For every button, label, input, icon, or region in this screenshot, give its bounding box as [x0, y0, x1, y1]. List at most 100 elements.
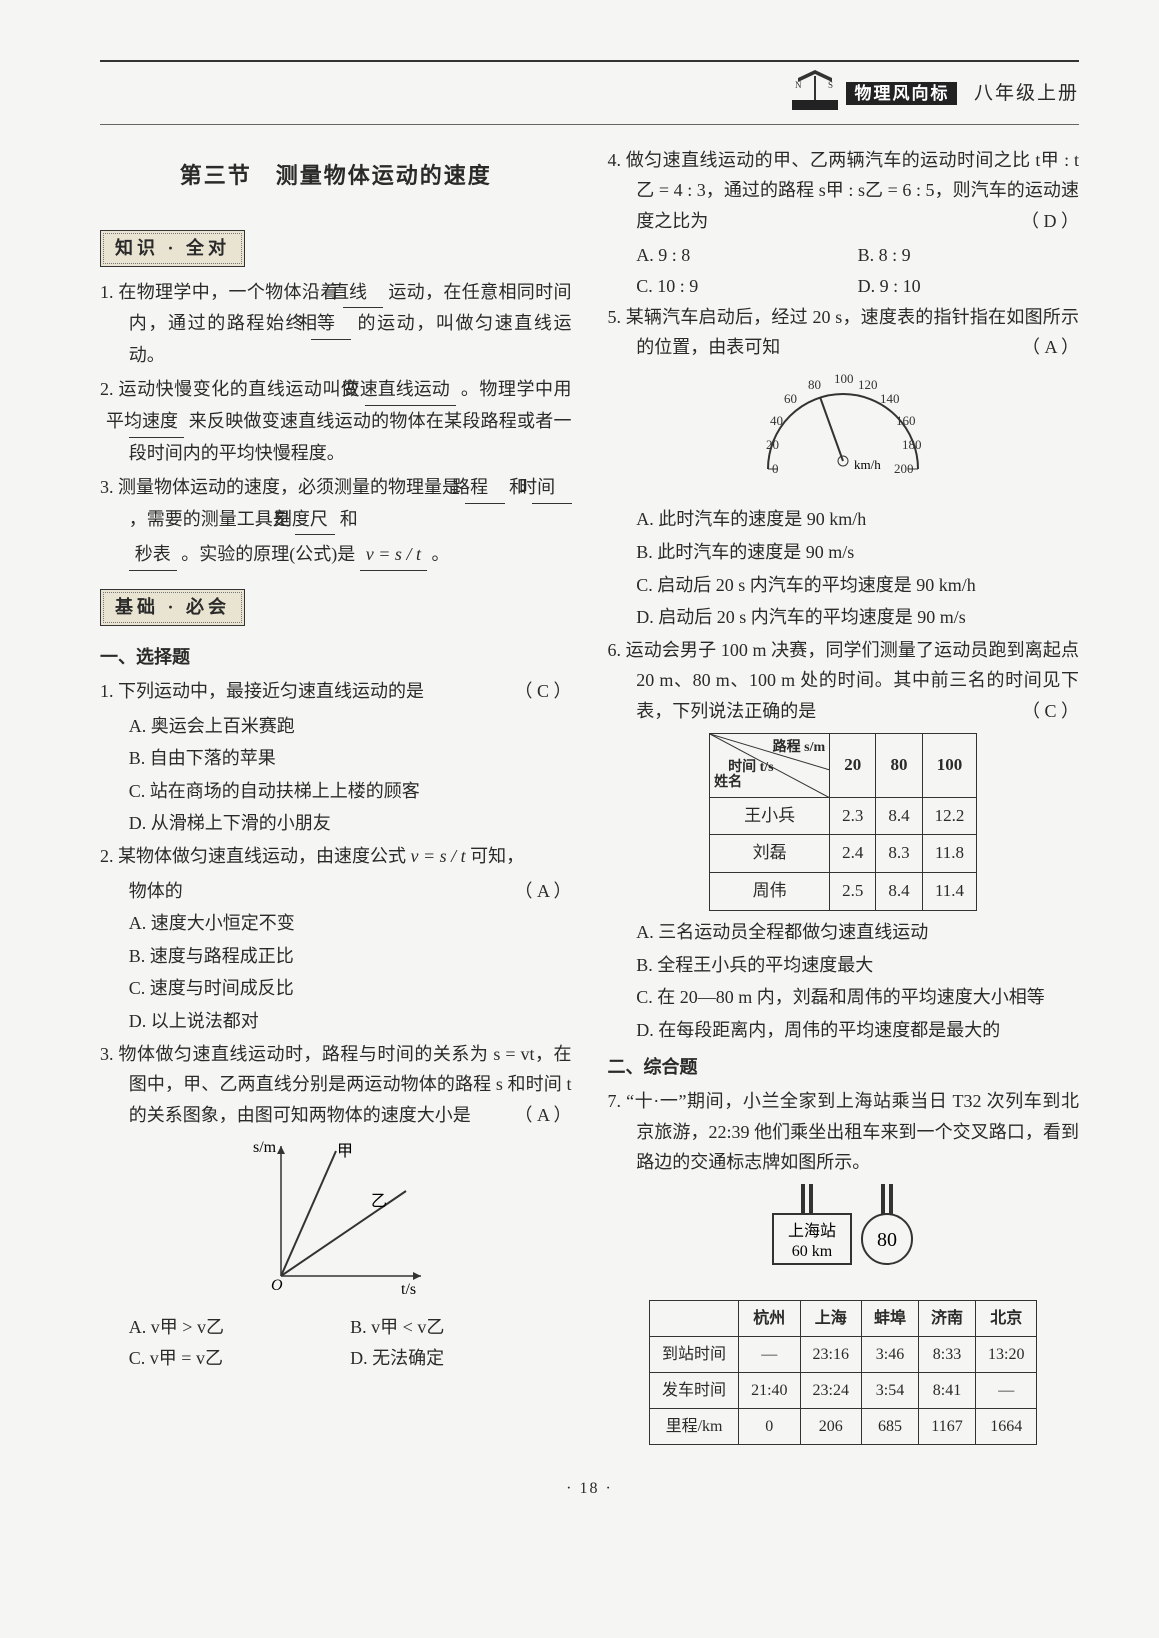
q5-opt: B. 此时汽车的速度是 90 m/s — [608, 537, 1080, 568]
mc-heading: 一、选择题 — [100, 642, 572, 673]
text: 5. 某辆汽车启动后，经过 20 s，速度表的指针指在如图所示的位置，由表可知 — [608, 307, 1080, 358]
cell: 23:24 — [800, 1372, 861, 1408]
blank: 时间 — [532, 472, 572, 504]
text: ，需要的测量工具是 — [129, 509, 291, 529]
text: 6. 运动会男子 100 m 决赛，同学们测量了运动员跑到离起点 20 m、80… — [608, 640, 1080, 721]
cell: 1167 — [918, 1409, 975, 1445]
text: 7. “十·一”期间，小兰全家到上海站乘当日 T32 次列车到北京旅游，22:3… — [608, 1091, 1080, 1172]
q4-opt: C. 10 : 9 — [636, 271, 857, 302]
col-h: 济南 — [918, 1300, 975, 1336]
formula: v = s / t — [411, 846, 466, 866]
cell: 周伟 — [710, 873, 830, 911]
cell: 8:33 — [918, 1336, 975, 1372]
q1-opt: C. 站在商场的自动扶梯上上楼的顾客 — [100, 776, 572, 807]
svg-text:40: 40 — [770, 413, 783, 428]
cell: 21:40 — [739, 1372, 800, 1408]
answer: （ C ） — [543, 676, 571, 707]
answer: （ A ） — [1051, 332, 1079, 363]
svg-text:乙: 乙 — [371, 1193, 387, 1210]
q4-opt-row: C. 10 : 9 D. 9 : 10 — [608, 271, 1080, 302]
q5-stem: 5. 某辆汽车启动后，经过 20 s，速度表的指针指在如图所示的位置，由表可知 … — [608, 302, 1080, 363]
svg-text:80: 80 — [877, 1229, 897, 1251]
text: 2. 某物体做匀速直线运动，由速度公式 — [100, 846, 406, 866]
col-h: 杭州 — [739, 1300, 800, 1336]
speedometer-icon: 0 20 40 60 80 100 120 140 160 180 200 km… — [608, 369, 1080, 499]
blank: 相等 — [311, 308, 351, 340]
q3-opt: C. v甲 = v乙 — [129, 1343, 350, 1374]
cell: 刘磊 — [710, 835, 830, 873]
text: 。实验的原理(公式)是 — [181, 544, 355, 564]
blank: 平均速度 — [129, 406, 184, 438]
q2-opt: D. 以上说法都对 — [100, 1006, 572, 1037]
table-row: 杭州 上海 蚌埠 济南 北京 — [650, 1300, 1037, 1336]
k-item-2: 2. 运动快慢变化的直线运动叫做 变速直线运动 。物理学中用 平均速度 来反映做… — [100, 374, 572, 468]
svg-text:160: 160 — [896, 413, 916, 428]
q3-opt-row: A. v甲 > v乙 B. v甲 < v乙 — [100, 1312, 572, 1343]
q3-graph: s/m t/s O 甲 乙 — [100, 1136, 572, 1306]
table-row: 到站时间 — 23:16 3:46 8:33 13:20 — [650, 1336, 1037, 1372]
q2-stem2: 物体的 （ A ） — [100, 876, 572, 907]
svg-text:t/s: t/s — [401, 1281, 416, 1296]
text: 3. 物体做匀速直线运动时，路程与时间的关系为 s = vt，在图中，甲、乙两直… — [100, 1044, 572, 1125]
answer: （ C ） — [1051, 696, 1079, 727]
answer: （ A ） — [514, 876, 571, 907]
q6-opt: B. 全程王小兵的平均速度最大 — [608, 950, 1080, 981]
svg-text:200: 200 — [894, 461, 914, 476]
blank: 秒表 — [129, 539, 177, 571]
blank: 变速直线运动 — [365, 374, 456, 406]
q2-stem: 2. 某物体做匀速直线运动，由速度公式 v = s / t 可知， — [100, 841, 572, 872]
right-column: 4. 做匀速直线运动的甲、乙两辆汽车的运动时间之比 t甲 : t乙 = 4 : … — [608, 145, 1080, 1452]
svg-text:上海站: 上海站 — [788, 1222, 836, 1240]
cell: 发车时间 — [650, 1372, 739, 1408]
q7-stem: 7. “十·一”期间，小兰全家到上海站乘当日 T32 次列车到北京旅游，22:3… — [608, 1086, 1080, 1178]
svg-text:140: 140 — [880, 391, 900, 406]
svg-text:180: 180 — [902, 437, 922, 452]
compass-icon: N S — [792, 70, 838, 120]
cell: 3:46 — [861, 1336, 918, 1372]
cell: 里程/km — [650, 1409, 739, 1445]
text: 1. 在物理学中，一个物体沿着 — [100, 282, 339, 302]
cell: 3:54 — [861, 1372, 918, 1408]
page-header: N S 物理风向标 八年级上册 — [100, 60, 1079, 125]
cell: 8:41 — [918, 1372, 975, 1408]
blank: 刻度尺 — [295, 504, 335, 536]
section-title: 第三节 测量物体运动的速度 — [100, 157, 572, 194]
text: 1. 下列运动中，最接近匀速直线运动的是 — [100, 681, 424, 701]
col-h: 20 — [830, 733, 876, 797]
cell: 13:20 — [976, 1336, 1037, 1372]
corner: 路程 s/m — [773, 736, 826, 760]
q6-stem: 6. 运动会男子 100 m 决赛，同学们测量了运动员跑到离起点 20 m、80… — [608, 635, 1080, 727]
svg-text:80: 80 — [808, 377, 821, 392]
answer: （ A ） — [543, 1100, 571, 1131]
text: 。 — [431, 544, 449, 564]
cell: 2.5 — [830, 873, 876, 911]
k-item-3b: 秒表 。实验的原理(公式)是 v = s / t 。 — [100, 539, 572, 571]
text: 物体的 — [129, 881, 183, 901]
svg-text:s/m: s/m — [253, 1139, 277, 1156]
knowledge-tag: 知识 · 全对 — [100, 230, 245, 267]
svg-text:O: O — [271, 1277, 283, 1294]
basic-tag: 基础 · 必会 — [100, 589, 245, 626]
cell: 王小兵 — [710, 797, 830, 835]
q2-opt: C. 速度与时间成反比 — [100, 973, 572, 1004]
road-sign-icon: 上海站 60 km 80 — [608, 1184, 1080, 1294]
q2-opt: B. 速度与路程成正比 — [100, 941, 572, 972]
col-h: 蚌埠 — [861, 1300, 918, 1336]
svg-text:甲: 甲 — [337, 1143, 353, 1160]
page-number: · 18 · — [100, 1475, 1079, 1502]
cell: — — [739, 1336, 800, 1372]
cell: 685 — [861, 1409, 918, 1445]
col-h: 80 — [876, 733, 922, 797]
q3-opt-row: C. v甲 = v乙 D. 无法确定 — [100, 1343, 572, 1374]
corner: 姓名 — [714, 771, 742, 795]
q6-opt: D. 在每段距离内，周伟的平均速度都是最大的 — [608, 1015, 1080, 1046]
k-item-1: 1. 在物理学中，一个物体沿着 直线 运动，在任意相同时间内，通过的路程始终 相… — [100, 277, 572, 371]
q1-stem: 1. 下列运动中，最接近匀速直线运动的是 （ C ） — [100, 676, 572, 707]
q5-opt: A. 此时汽车的速度是 90 km/h — [608, 504, 1080, 535]
cell: 2.3 — [830, 797, 876, 835]
left-column: 第三节 测量物体运动的速度 知识 · 全对 1. 在物理学中，一个物体沿着 直线… — [100, 145, 572, 1452]
q1-opt: D. 从滑梯上下滑的小朋友 — [100, 808, 572, 839]
cell: 8.3 — [876, 835, 922, 873]
cell: 到站时间 — [650, 1336, 739, 1372]
two-column-layout: 第三节 测量物体运动的速度 知识 · 全对 1. 在物理学中，一个物体沿着 直线… — [100, 145, 1079, 1452]
